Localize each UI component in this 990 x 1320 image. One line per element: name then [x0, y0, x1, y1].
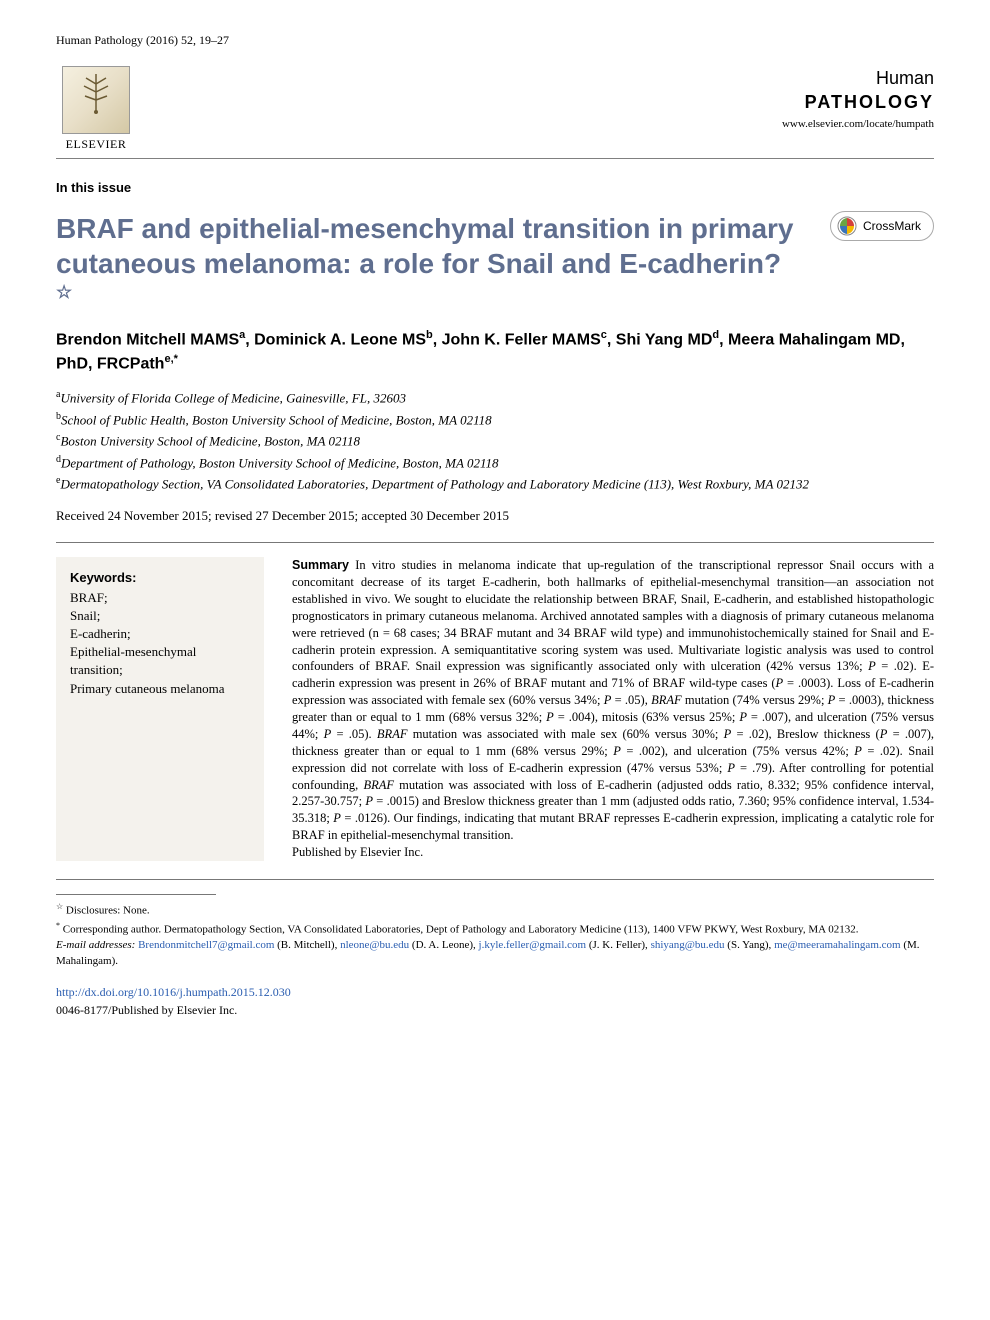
- article-dates: Received 24 November 2015; revised 27 De…: [56, 507, 934, 525]
- title-footnote-star: ☆: [56, 282, 72, 302]
- corresponding-author-note: * Corresponding author. Dermatopathology…: [56, 920, 934, 939]
- journal-url[interactable]: www.elsevier.com/locate/humpath: [782, 117, 934, 132]
- keyword-item: Snail;: [70, 607, 250, 625]
- elsevier-tree-icon: [62, 66, 130, 134]
- keyword-item: Primary cutaneous melanoma: [70, 680, 250, 698]
- doi-link[interactable]: http://dx.doi.org/10.1016/j.humpath.2015…: [56, 984, 934, 1000]
- crossmark-badge[interactable]: CrossMark: [830, 211, 934, 241]
- summary-text: Summary In vitro studies in melanoma ind…: [292, 557, 934, 861]
- email-link[interactable]: j.kyle.feller@gmail.com: [479, 939, 587, 951]
- email-link[interactable]: Brendonmitchell7@gmail.com: [138, 939, 274, 951]
- divider: [56, 542, 934, 543]
- keywords-heading: Keywords:: [70, 569, 250, 587]
- section-label: In this issue: [56, 179, 934, 197]
- crossmark-label: CrossMark: [863, 218, 921, 234]
- email-addresses: E-mail addresses: Brendonmitchell7@gmail…: [56, 938, 934, 970]
- keywords-box: Keywords: BRAF;Snail;E-cadherin;Epitheli…: [56, 557, 264, 861]
- keyword-item: BRAF;: [70, 589, 250, 607]
- crossmark-icon: [837, 216, 857, 236]
- disclosure-note: ☆ Disclosures: None.: [56, 901, 934, 920]
- article-title: BRAF and epithelial-mesenchymal transiti…: [56, 211, 796, 316]
- publisher-logo-block: ELSEVIER: [56, 66, 136, 152]
- title-text: BRAF and epithelial-mesenchymal transiti…: [56, 213, 794, 279]
- journal-name-light: Human: [876, 68, 934, 88]
- summary-heading: Summary: [292, 558, 349, 572]
- footnote-rule: [56, 894, 216, 895]
- keyword-item: Epithelial-mesenchymal transition;: [70, 643, 250, 679]
- top-header: ELSEVIER Human PATHOLOGY www.elsevier.co…: [56, 66, 934, 159]
- email-link[interactable]: shiyang@bu.edu: [651, 939, 725, 951]
- divider: [56, 879, 934, 880]
- author-list: Brendon Mitchell MAMSa, Dominick A. Leon…: [56, 328, 934, 375]
- email-link[interactable]: me@meeramahalingam.com: [774, 939, 901, 951]
- abstract-region: Keywords: BRAF;Snail;E-cadherin;Epitheli…: [56, 557, 934, 861]
- journal-name-bold: PATHOLOGY: [805, 92, 934, 112]
- copyright-line: 0046-8177/Published by Elsevier Inc.: [56, 1002, 934, 1018]
- email-label: E-mail addresses:: [56, 939, 135, 951]
- publisher-label: ELSEVIER: [66, 136, 127, 152]
- journal-masthead: Human PATHOLOGY www.elsevier.com/locate/…: [782, 66, 934, 131]
- running-header: Human Pathology (2016) 52, 19–27: [56, 32, 934, 48]
- email-link[interactable]: nleone@bu.edu: [340, 939, 409, 951]
- affiliations: aUniversity of Florida College of Medici…: [56, 387, 934, 494]
- footnotes: ☆ Disclosures: None. * Corresponding aut…: [56, 901, 934, 970]
- keyword-item: E-cadherin;: [70, 625, 250, 643]
- published-by: Published by Elsevier Inc.: [292, 845, 423, 859]
